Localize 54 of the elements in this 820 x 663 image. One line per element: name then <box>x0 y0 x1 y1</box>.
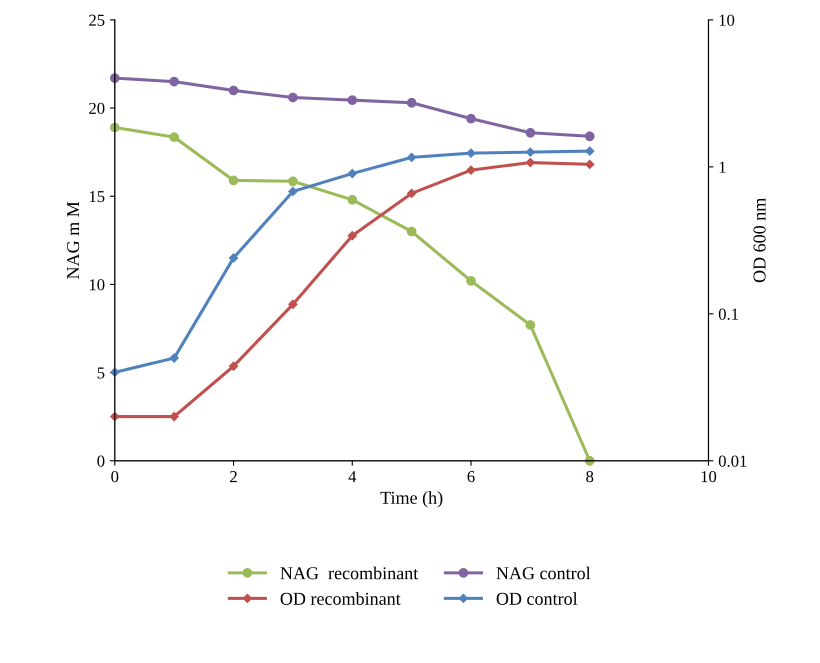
y2-axis-title: OD 600 nm <box>753 198 766 282</box>
point <box>288 186 298 196</box>
point <box>526 320 536 330</box>
point <box>348 231 357 240</box>
point <box>347 194 358 205</box>
legend-label: NAG control <box>496 566 590 580</box>
point <box>407 188 416 198</box>
x-tick-label: 8 <box>586 470 594 482</box>
point <box>169 76 180 86</box>
x-tick-label: 0 <box>111 470 118 482</box>
point <box>526 158 535 168</box>
x-axis-title: Time (h) <box>380 491 442 508</box>
y-tick-label: 20 <box>89 102 104 114</box>
point <box>407 152 416 162</box>
y2-tick-label: 10 <box>720 14 734 26</box>
point <box>348 168 357 178</box>
y-tick-label: 0 <box>97 455 104 467</box>
legend-label: NAG recombinant <box>280 566 418 580</box>
legend-label: OD recombinant <box>280 592 401 605</box>
y2-tick-label: 0.01 <box>718 455 746 467</box>
y2-tick-label: 0.1 <box>718 308 738 320</box>
point <box>466 148 476 158</box>
point <box>406 226 416 236</box>
point <box>585 146 594 156</box>
point <box>526 147 535 157</box>
legend-label: OD control <box>496 592 578 605</box>
point <box>288 92 298 102</box>
point <box>228 362 238 371</box>
x-tick-label: 6 <box>468 471 475 482</box>
point <box>228 253 238 263</box>
point <box>585 160 594 169</box>
y-axis-title: NAG m M <box>67 202 80 279</box>
point <box>526 128 536 138</box>
point <box>228 176 238 186</box>
point <box>170 353 179 363</box>
x-tick-label: 2 <box>230 471 237 482</box>
point <box>288 176 298 186</box>
point <box>466 166 476 175</box>
point <box>288 300 298 309</box>
point <box>169 132 180 142</box>
point <box>228 86 238 96</box>
point <box>584 131 595 142</box>
y2-tick-label: 1 <box>720 162 726 173</box>
x-tick-label: 10 <box>702 470 716 482</box>
y-tick-label: 10 <box>90 279 104 290</box>
point <box>406 98 416 108</box>
y-tick-label: 15 <box>90 191 104 202</box>
x-tick-label: 4 <box>348 471 356 482</box>
y-tick-label: 25 <box>89 14 104 26</box>
point <box>466 276 476 286</box>
point <box>466 114 476 124</box>
point <box>170 412 179 422</box>
point <box>347 95 358 105</box>
y-tick-label: 5 <box>98 367 104 379</box>
